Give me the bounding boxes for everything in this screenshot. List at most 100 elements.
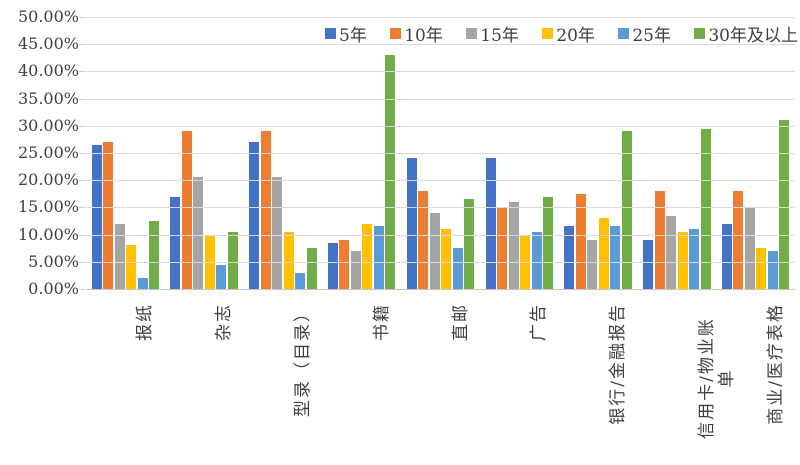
legend-swatch-icon [694, 27, 706, 39]
y-axis-tick-mark [79, 153, 85, 154]
bar-group-8 [637, 17, 716, 289]
bar-20年-5 [441, 229, 452, 289]
x-axis-category-label: 广告 [529, 303, 550, 341]
legend-swatch-icon [542, 27, 554, 39]
x-axis-category-label: 型录（目录） [292, 303, 313, 417]
bar-5年-2 [170, 196, 181, 289]
y-axis-tick-label: 15.00% [17, 197, 79, 217]
bar-20年-1 [126, 245, 137, 289]
y-axis-tick-label: 35.00% [17, 88, 79, 108]
y-axis-tick-mark [79, 261, 85, 263]
y-axis-tick-mark [79, 17, 85, 18]
chart-legend: 5年 10年 15年 20年 25年 30年及以上 [325, 21, 798, 46]
y-axis-tick-mark [79, 289, 85, 290]
bar-15年-1 [114, 223, 125, 289]
bar-10年-3 [260, 131, 271, 289]
legend-item-6: 30年及以上 [694, 21, 798, 46]
y-axis-tick-mark [79, 98, 85, 100]
legend-swatch-icon [618, 27, 630, 39]
gridline [86, 207, 795, 209]
legend-label: 15年 [480, 25, 519, 46]
bar-20年-3 [283, 231, 294, 289]
bar-25年-2 [216, 264, 227, 289]
y-axis-tick-label: 5.00% [28, 251, 79, 271]
bar-25年-1 [137, 278, 148, 289]
bar-15年-4 [350, 250, 361, 289]
bar-5年-7 [564, 226, 575, 289]
y-axis-tick-label: 45.00% [17, 34, 79, 54]
y-axis-tick-mark [79, 180, 85, 182]
bar-10年-9 [733, 191, 744, 289]
bar-25年-4 [373, 226, 384, 289]
x-axis-category-label: 信用卡/物业账 单 [696, 317, 737, 439]
bar-5年-9 [721, 223, 732, 289]
bar-5年-4 [327, 242, 338, 289]
bar-30年及以上-6 [543, 196, 554, 289]
x-axis-category-label: 书籍 [371, 303, 392, 341]
legend-item-1: 5年 [325, 21, 367, 46]
bar-15年-9 [744, 207, 755, 289]
x-axis-category-label: 银行/金融报告 [608, 303, 629, 425]
bar-5年-1 [91, 144, 102, 289]
legend-item-3: 15年 [466, 21, 519, 46]
bar-15年-8 [666, 215, 677, 289]
bar-groups [86, 17, 795, 289]
legend-label: 5年 [339, 25, 367, 46]
bar-25年-5 [452, 248, 463, 289]
bar-20年-7 [598, 218, 609, 289]
x-axis-category-label: 商业/医疗表格 [765, 303, 786, 425]
bar-group-9 [716, 17, 795, 289]
bar-30年及以上-9 [779, 120, 790, 289]
y-axis-tick-mark [79, 71, 85, 73]
gridline [86, 44, 795, 46]
y-axis: 0.00% 5.00% 10.00% 15.00% 20.00% 25.00% 30.00%… [0, 0, 79, 310]
bar-20年-9 [756, 248, 767, 289]
legend-swatch-icon [325, 27, 336, 39]
legend-label: 30年及以上 [708, 25, 798, 46]
legend-label: 25年 [632, 25, 671, 46]
gridline [86, 17, 795, 18]
legend-item-5: 25年 [618, 21, 671, 46]
bar-15年-6 [508, 201, 519, 289]
bar-30年及以上-3 [306, 248, 317, 289]
gridline [86, 180, 795, 182]
y-axis-tick-mark [79, 44, 85, 46]
bar-30年及以上-4 [385, 55, 396, 289]
y-axis-tick-mark [79, 234, 85, 236]
gridline [86, 153, 795, 154]
bar-25年-8 [689, 229, 700, 289]
gridline [86, 71, 795, 73]
bar-25年-6 [531, 231, 542, 289]
gridline [86, 125, 795, 127]
bar-group-3 [244, 17, 323, 289]
bar-30年及以上-1 [149, 221, 160, 289]
gridline [86, 234, 795, 236]
x-axis-category-label: 直邮 [450, 303, 471, 341]
gridline [86, 98, 795, 100]
bar-15年-5 [429, 212, 440, 289]
bar-10年-2 [181, 131, 192, 289]
legend-label: 20年 [556, 25, 595, 46]
bar-10年-7 [575, 193, 586, 289]
bar-5年-3 [249, 142, 260, 289]
y-axis-tick-label: 30.00% [17, 115, 79, 135]
bar-5年-6 [485, 158, 496, 289]
y-axis-tick-label: 0.00% [28, 279, 79, 298]
bar-25年-7 [610, 226, 621, 289]
x-axis-line [86, 289, 795, 290]
bar-group-4 [322, 17, 401, 289]
x-axis: 报纸 杂志 型录（目录） 书籍 直邮 广告 银行/金融报告 信用卡/物业账 单 商业/医疗表格 [86, 303, 795, 463]
x-axis-category-label: 杂志 [214, 303, 235, 341]
bar-20年-4 [362, 223, 373, 289]
bar-15年-7 [587, 240, 598, 289]
bar-15年-2 [193, 177, 204, 289]
legend-swatch-icon [466, 27, 478, 39]
bar-group-1 [86, 17, 165, 289]
bar-15年-3 [272, 177, 283, 289]
legend-item-2: 10年 [390, 21, 443, 46]
bar-10年-5 [418, 191, 429, 289]
bar-group-5 [401, 17, 480, 289]
bar-group-7 [559, 17, 638, 289]
gridline [86, 261, 795, 263]
bar-30年及以上-5 [464, 199, 475, 289]
